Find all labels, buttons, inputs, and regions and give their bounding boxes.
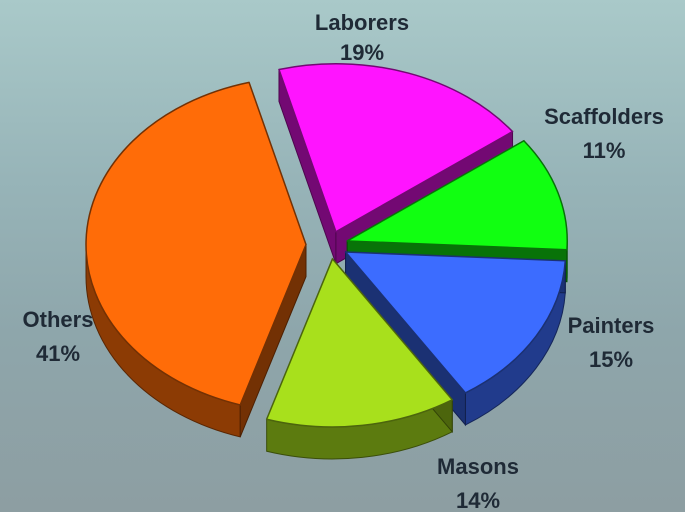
pie-slice-masons: [265, 258, 454, 428]
slice-value-laborers: 19%: [340, 40, 384, 65]
slice-value-scaffolders: 11%: [583, 138, 626, 163]
pie-top-layer: [85, 62, 568, 428]
pie-slice-laborers: [278, 62, 514, 233]
pie-label-layer: Laborers 19% Scaffolders 11% Painters 15% Maso…: [23, 10, 664, 512]
pie-slice-others: [85, 81, 307, 406]
slice-label-scaffolders: Scaffolders: [544, 104, 664, 129]
pie-slice-painters: [344, 251, 567, 394]
slice-label-painters: Painters: [568, 313, 655, 338]
pie-slice-scaffolders: [346, 140, 568, 251]
slice-label-laborers: Laborers: [315, 10, 409, 35]
slice-value-painters: 15%: [589, 347, 633, 372]
slice-label-others: Others: [23, 307, 94, 332]
slice-label-masons: Masons: [437, 454, 519, 479]
slice-value-masons: 14%: [456, 488, 500, 512]
slice-value-others: 41%: [36, 341, 80, 366]
